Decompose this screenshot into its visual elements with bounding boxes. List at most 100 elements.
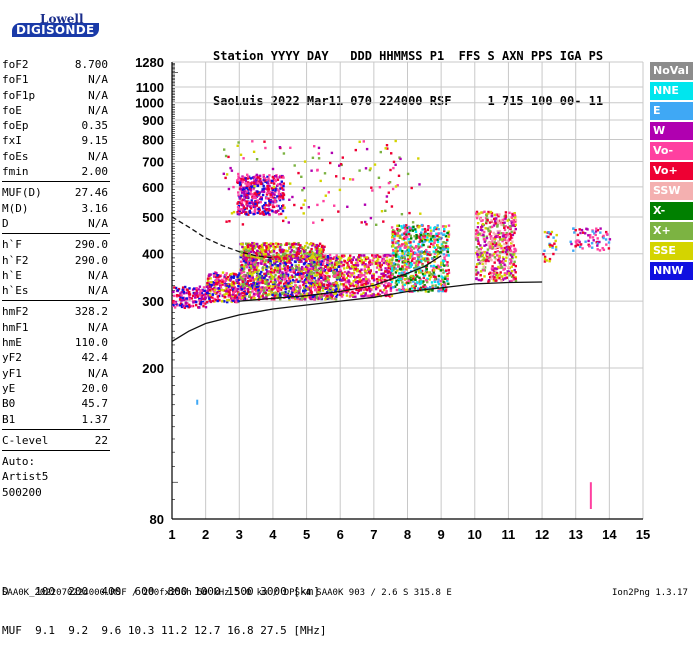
echo-point (593, 232, 596, 235)
echo-point (392, 285, 395, 289)
echo-point (514, 276, 517, 279)
echo-point (499, 271, 502, 274)
echo-point (310, 271, 313, 274)
echo-point (358, 280, 362, 283)
param-row: yE 20.0 (2, 381, 108, 396)
echo-point (286, 274, 289, 278)
echo-point (357, 256, 360, 259)
echo-point (513, 213, 516, 217)
echo-point (252, 292, 256, 296)
echo-point (256, 251, 259, 254)
echo-point (269, 262, 272, 265)
echo-point (303, 250, 306, 253)
echo-point (249, 279, 252, 283)
echo-point (314, 280, 317, 283)
param-label: hmF2 (2, 305, 29, 319)
param-row: B0 45.7 (2, 396, 108, 411)
echo-point (301, 247, 304, 250)
echo-point (251, 278, 254, 282)
echo-point (182, 288, 186, 291)
echo-point (435, 265, 438, 269)
echo-point (182, 304, 185, 308)
echo-point (380, 276, 384, 280)
echo-point (247, 175, 250, 178)
echo-point (253, 211, 257, 214)
echo-point (188, 295, 191, 298)
echo-point (255, 253, 259, 256)
echo-point (202, 302, 205, 305)
echo-point (356, 276, 359, 279)
echo-point (261, 211, 264, 214)
echo-point (480, 246, 483, 250)
echo-point (578, 228, 581, 231)
echo-point (311, 256, 314, 259)
echo-point (256, 199, 259, 202)
echo-point (253, 178, 256, 181)
echo-point (201, 297, 204, 301)
echo-point (200, 291, 203, 295)
echo-point (249, 190, 253, 193)
echo-point (225, 272, 228, 275)
x-tick-label: 14 (602, 527, 617, 542)
echo-point (407, 246, 410, 249)
echo-point (511, 233, 515, 237)
echo-point (604, 238, 608, 241)
echo-point (240, 199, 243, 202)
echo-point (330, 292, 333, 295)
echo-point (302, 252, 306, 255)
echo-point (441, 225, 445, 228)
echo-point (316, 282, 319, 285)
echo-point (248, 258, 251, 261)
echo-point (328, 253, 332, 257)
echo-point (482, 238, 486, 241)
echo-point (353, 269, 356, 272)
echo-point (425, 248, 428, 252)
echo-point (368, 168, 372, 172)
echo-point (504, 250, 507, 254)
echo-point (247, 245, 250, 249)
echo-point (289, 268, 292, 272)
echo-point (316, 252, 320, 255)
echo-point (399, 236, 402, 239)
echo-point (323, 269, 327, 272)
echo-point (494, 235, 498, 238)
echo-point (347, 266, 350, 269)
echo-point (248, 254, 252, 258)
echo-point (330, 290, 333, 293)
echo-point (243, 192, 246, 195)
echo-point (404, 230, 407, 233)
echo-point (574, 229, 577, 232)
echo-point (313, 284, 317, 287)
echo-point (335, 256, 339, 259)
echo-point (409, 247, 412, 250)
echo-point (320, 295, 323, 299)
echo-point (408, 211, 411, 215)
echo-point (224, 279, 228, 282)
echo-point (427, 233, 430, 236)
echo-point (242, 285, 245, 288)
echo-point (242, 210, 245, 213)
echo-point (314, 274, 317, 277)
echo-point (363, 273, 366, 277)
echo-point (480, 252, 483, 255)
echo-point (272, 185, 276, 189)
echo-point (239, 286, 243, 289)
echo-point (505, 245, 508, 249)
echo-point (304, 256, 307, 259)
echo-point (433, 260, 436, 263)
echo-point (265, 242, 268, 245)
echo-point (281, 195, 284, 198)
echo-point (432, 266, 435, 269)
echo-point (505, 231, 508, 235)
echo-point (350, 274, 353, 277)
echo-point (330, 261, 334, 264)
echo-point (222, 172, 225, 175)
echo-point (359, 256, 362, 259)
echo-point (212, 272, 216, 276)
echo-point (223, 280, 226, 284)
echo-point (492, 240, 495, 243)
echo-point (284, 249, 288, 252)
x-tick-label: 3 (236, 527, 243, 542)
echo-point (447, 230, 450, 233)
echo-point (316, 203, 319, 207)
